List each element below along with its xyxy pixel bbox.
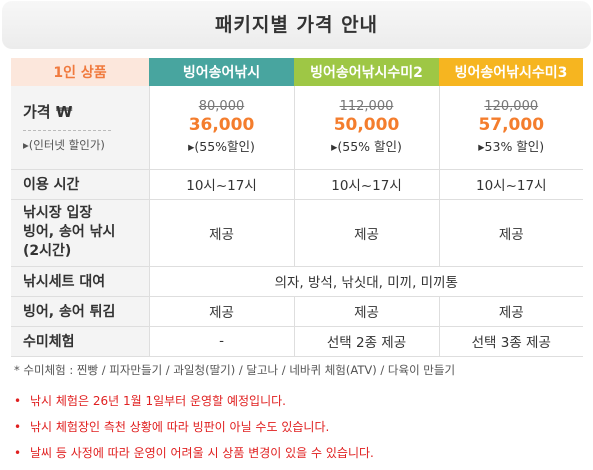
notice-list: • 낚시 체험은 26년 1월 1일부터 운영할 예정입니다. • 낚시 체험장인 … xyxy=(14,392,374,470)
sale-price: 36,000 xyxy=(188,115,255,136)
experience-label: 수미체험 xyxy=(11,326,150,357)
entry-row: 낚시장 입장 빙어, 송어 낚시 (2시간) 제공 제공 제공 xyxy=(11,199,583,267)
rental-label: 낚시세트 대여 xyxy=(11,266,150,297)
header-package-1: 빙어송어낚시 xyxy=(149,58,294,86)
experience-row: 수미체험 - 선택 2종 제공 선택 3종 제공 xyxy=(11,326,583,357)
experience-value-3: 선택 3종 제공 xyxy=(439,326,583,357)
bullet-icon: • xyxy=(14,394,22,408)
fry-row: 빙어, 송어 튀김 제공 제공 제공 xyxy=(11,296,583,327)
table-header-row: 1인 상품 빙어송어낚시 빙어송어낚시수미2 빙어송어낚시수미3 xyxy=(11,58,583,86)
original-price: 120,000 xyxy=(484,99,539,115)
page-title: 패키지별 가격 안내 xyxy=(2,1,591,49)
experience-value-2: 선택 2종 제공 xyxy=(294,326,440,357)
time-value-1: 10시~17시 xyxy=(149,169,295,200)
time-row: 이용 시간 10시~17시 10시~17시 10시~17시 xyxy=(11,169,583,200)
price-cell-3: 120,000 57,000 ▸53% 할인) xyxy=(439,86,583,170)
price-cell-1: 80,000 36,000 ▸(55%할인) xyxy=(149,86,295,170)
discount-label: ▸(55%할인) xyxy=(188,139,255,155)
rental-value: 의자, 방석, 낚싯대, 미끼, 미끼통 xyxy=(149,266,583,297)
sale-price: 50,000 xyxy=(333,115,400,136)
rental-row: 낚시세트 대여 의자, 방석, 낚싯대, 미끼, 미끼통 xyxy=(11,266,583,297)
notice-text: 낚시 체험장인 측천 상황에 따라 빙판이 아닐 수도 있습니다. xyxy=(30,420,330,434)
experience-footnote: * 수미체험 : 찐빵 / 피자만들기 / 과일청(딸기) / 달고나 / 네바… xyxy=(14,363,456,377)
notice-item: • 날씨 등 사정에 따라 운영이 어려울 시 상품 변경이 있을 수 있습니다. xyxy=(14,444,374,470)
fry-value-1: 제공 xyxy=(149,296,295,327)
bullet-icon: • xyxy=(14,446,22,460)
entry-label-line-1: 낚시장 입장 xyxy=(23,205,93,221)
entry-value-1: 제공 xyxy=(149,199,295,267)
experience-value-1: - xyxy=(149,326,295,357)
bullet-icon: • xyxy=(14,420,22,434)
price-row: 가격 ₩ ▸(인터넷 할인가) 80,000 36,000 ▸(55%할인) 1… xyxy=(11,86,583,170)
original-price: 112,000 xyxy=(339,99,394,115)
original-price: 80,000 xyxy=(198,99,245,115)
fry-value-3: 제공 xyxy=(439,296,583,327)
fry-value-2: 제공 xyxy=(294,296,440,327)
header-label-cell: 1인 상품 xyxy=(11,58,149,86)
entry-label-line-3: (2시간) xyxy=(23,243,72,259)
price-table: 1인 상품 빙어송어낚시 빙어송어낚시수미2 빙어송어낚시수미3 가격 ₩ ▸(… xyxy=(11,58,583,357)
notice-item: • 낚시 체험은 26년 1월 1일부터 운영할 예정입니다. xyxy=(14,392,374,418)
sale-price: 57,000 xyxy=(478,115,545,136)
price-label: 가격 ₩ xyxy=(23,103,73,122)
discount-label: ▸53% 할인) xyxy=(478,139,545,155)
discount-label: ▸(55% 할인) xyxy=(331,139,402,155)
header-package-2: 빙어송어낚시수미2 xyxy=(294,58,439,86)
entry-label-cell: 낚시장 입장 빙어, 송어 낚시 (2시간) xyxy=(11,199,150,267)
notice-text: 날씨 등 사정에 따라 운영이 어려울 시 상품 변경이 있을 수 있습니다. xyxy=(30,446,374,460)
notice-item: • 낚시 체험장인 측천 상황에 따라 빙판이 아닐 수도 있습니다. xyxy=(14,418,374,444)
entry-value-2: 제공 xyxy=(294,199,440,267)
entry-value-3: 제공 xyxy=(439,199,583,267)
fry-label: 빙어, 송어 튀김 xyxy=(11,296,150,327)
time-value-2: 10시~17시 xyxy=(294,169,440,200)
price-sub-label: ▸(인터넷 할인가) xyxy=(23,130,111,153)
notice-text: 낚시 체험은 26년 1월 1일부터 운영할 예정입니다. xyxy=(30,394,286,408)
time-label: 이용 시간 xyxy=(11,169,150,200)
price-label-cell: 가격 ₩ ▸(인터넷 할인가) xyxy=(11,86,150,170)
header-package-3: 빙어송어낚시수미3 xyxy=(439,58,583,86)
price-cell-2: 112,000 50,000 ▸(55% 할인) xyxy=(294,86,440,170)
time-value-3: 10시~17시 xyxy=(439,169,583,200)
entry-label-line-2: 빙어, 송어 낚시 xyxy=(23,224,116,240)
